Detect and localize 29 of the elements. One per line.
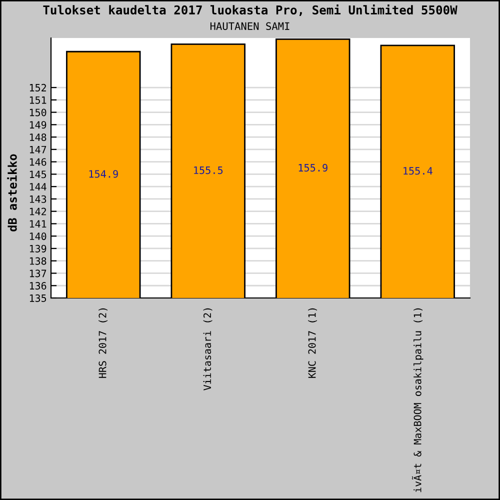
y-tick-label: 142 [30, 208, 46, 216]
y-tick-label: 137 [30, 270, 46, 278]
data-label: 155.9 [298, 164, 328, 172]
x-tick-label: ivÃ¤t & MaxBOOM osakilpailu (1) [412, 308, 424, 492]
y-tick-label: 150 [30, 108, 46, 116]
y-tick-label: 148 [30, 133, 46, 142]
y-tick-label: 146 [30, 158, 46, 166]
chart-title: Tulokset kaudelta 2017 luokasta Pro, Semi Unlimited 5500W [43, 4, 458, 16]
y-axis-title: dB asteikko [7, 154, 17, 232]
data-label: 155.5 [194, 166, 223, 174]
x-tick-label: HRS 2017 (2) [98, 308, 108, 378]
y-tick-label: 140 [30, 232, 46, 240]
y-tick-label: 143 [30, 195, 46, 203]
data-label: 154.9 [89, 170, 118, 178]
x-tick-label: KNC 2017 (1) [308, 308, 317, 378]
y-tick-label: 152 [30, 84, 46, 92]
y-tick-label: 135 [30, 294, 46, 302]
x-tick-label: Viitasaari (2) [203, 308, 212, 390]
y-tick-label: 151 [30, 96, 46, 104]
chart-subtitle: HAUTANEN SAMI [210, 22, 290, 30]
y-tick-label: 138 [30, 257, 46, 265]
y-tick-label: 147 [30, 146, 46, 154]
y-tick-label: 136 [30, 282, 46, 290]
y-tick-label: 144 [30, 183, 46, 190]
y-tick-label: 149 [30, 121, 46, 129]
data-label: 155.4 [404, 167, 432, 175]
y-tick-label: 145 [30, 170, 46, 178]
y-tick-label: 141 [30, 220, 46, 228]
y-tick-label: 139 [30, 244, 46, 252]
